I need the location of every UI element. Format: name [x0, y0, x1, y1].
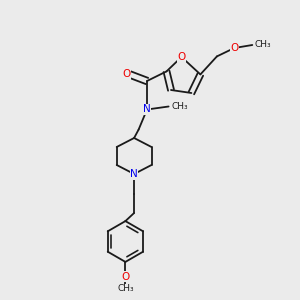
Text: CH₃: CH₃ [117, 284, 134, 293]
Text: O: O [230, 43, 238, 53]
Text: CH₃: CH₃ [172, 102, 188, 111]
Text: N: N [130, 169, 138, 179]
Text: CH₃: CH₃ [255, 40, 271, 50]
Text: O: O [121, 272, 130, 282]
Text: O: O [177, 52, 186, 62]
Text: N: N [143, 104, 151, 115]
Text: O: O [122, 69, 131, 80]
